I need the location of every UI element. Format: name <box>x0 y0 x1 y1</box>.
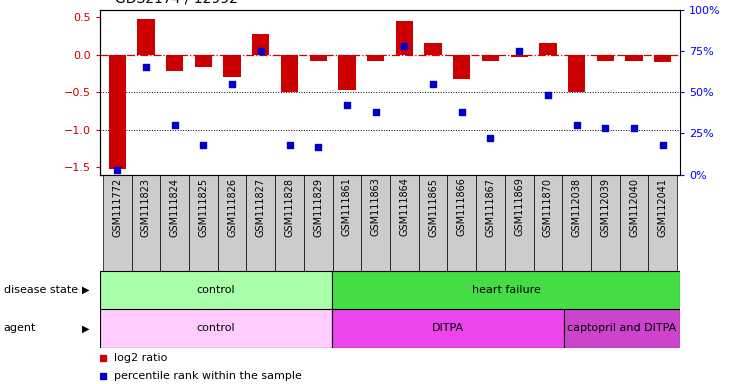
Text: GSM111827: GSM111827 <box>255 177 266 237</box>
Text: GSM111865: GSM111865 <box>428 177 438 237</box>
Point <box>284 142 296 148</box>
Bar <box>453 55 470 79</box>
Point <box>427 81 439 87</box>
Bar <box>275 175 304 271</box>
Bar <box>252 34 269 55</box>
Text: GSM111828: GSM111828 <box>285 177 294 237</box>
Text: GSM111870: GSM111870 <box>543 177 553 237</box>
Bar <box>419 175 447 271</box>
Point <box>599 126 611 132</box>
Text: GSM111824: GSM111824 <box>169 177 180 237</box>
Point <box>169 122 180 128</box>
Text: log2 ratio: log2 ratio <box>115 353 168 363</box>
Bar <box>620 175 648 271</box>
Bar <box>648 175 677 271</box>
Text: agent: agent <box>4 323 36 333</box>
Bar <box>161 175 189 271</box>
Text: GSM111826: GSM111826 <box>227 177 237 237</box>
Point <box>370 109 382 115</box>
Text: DITPA: DITPA <box>432 323 464 333</box>
Text: GSM111866: GSM111866 <box>457 177 466 237</box>
Bar <box>424 43 442 55</box>
Bar <box>223 55 241 77</box>
Bar <box>482 55 499 61</box>
Text: heart failure: heart failure <box>472 285 540 295</box>
Bar <box>338 55 356 90</box>
Point <box>629 126 640 132</box>
Bar <box>131 175 161 271</box>
Point <box>657 142 669 148</box>
Bar <box>332 309 564 348</box>
Bar <box>100 309 332 348</box>
Bar <box>109 55 126 169</box>
Point <box>341 102 353 108</box>
Bar <box>137 18 155 55</box>
Text: GDS2174 / 12992: GDS2174 / 12992 <box>115 0 237 6</box>
Point <box>112 167 123 173</box>
Point <box>456 109 468 115</box>
Point <box>140 64 152 71</box>
Bar <box>361 175 390 271</box>
Text: GSM111869: GSM111869 <box>514 177 524 237</box>
Bar <box>626 55 642 61</box>
Text: GSM111861: GSM111861 <box>342 177 352 237</box>
Bar <box>539 43 556 55</box>
Text: ▶: ▶ <box>82 285 89 295</box>
Bar <box>103 175 131 271</box>
Bar <box>596 55 614 61</box>
Point <box>513 48 525 54</box>
Bar <box>591 175 620 271</box>
Bar <box>390 175 419 271</box>
Point <box>226 81 238 87</box>
Bar <box>100 271 332 309</box>
Bar <box>332 271 680 309</box>
Bar <box>281 55 298 92</box>
Text: ▶: ▶ <box>82 323 89 333</box>
Text: GSM112039: GSM112039 <box>600 177 610 237</box>
Text: GSM111829: GSM111829 <box>313 177 323 237</box>
Point <box>312 144 324 150</box>
Point <box>399 43 410 49</box>
Text: disease state: disease state <box>4 285 78 295</box>
Text: GSM111863: GSM111863 <box>371 177 380 237</box>
Bar <box>476 175 505 271</box>
Point <box>542 93 554 99</box>
Text: percentile rank within the sample: percentile rank within the sample <box>115 371 302 381</box>
Bar <box>564 309 680 348</box>
Bar <box>195 55 212 67</box>
Text: control: control <box>196 285 235 295</box>
Bar <box>654 55 672 62</box>
Bar <box>562 175 591 271</box>
Bar <box>505 175 534 271</box>
Text: GSM112038: GSM112038 <box>572 177 582 237</box>
Point <box>255 48 266 54</box>
Text: GSM111772: GSM111772 <box>112 177 122 237</box>
Text: GSM111825: GSM111825 <box>199 177 208 237</box>
Bar <box>367 55 384 61</box>
Bar <box>304 175 333 271</box>
Text: GSM111823: GSM111823 <box>141 177 151 237</box>
Text: GSM111867: GSM111867 <box>485 177 496 237</box>
Text: GSM112040: GSM112040 <box>629 177 639 237</box>
Point <box>571 122 583 128</box>
Bar <box>247 175 275 271</box>
Bar <box>189 175 218 271</box>
Bar <box>396 21 413 55</box>
Text: GSM111864: GSM111864 <box>399 177 410 237</box>
Bar <box>218 175 247 271</box>
Bar <box>447 175 476 271</box>
Bar <box>510 55 528 57</box>
Text: GSM112041: GSM112041 <box>658 177 668 237</box>
Text: control: control <box>196 323 235 333</box>
Bar <box>568 55 585 92</box>
Bar <box>166 55 183 71</box>
Bar <box>310 55 327 61</box>
Bar <box>534 175 562 271</box>
Text: captopril and DITPA: captopril and DITPA <box>567 323 677 333</box>
Point <box>198 142 210 148</box>
Point <box>485 135 496 141</box>
Bar <box>333 175 361 271</box>
